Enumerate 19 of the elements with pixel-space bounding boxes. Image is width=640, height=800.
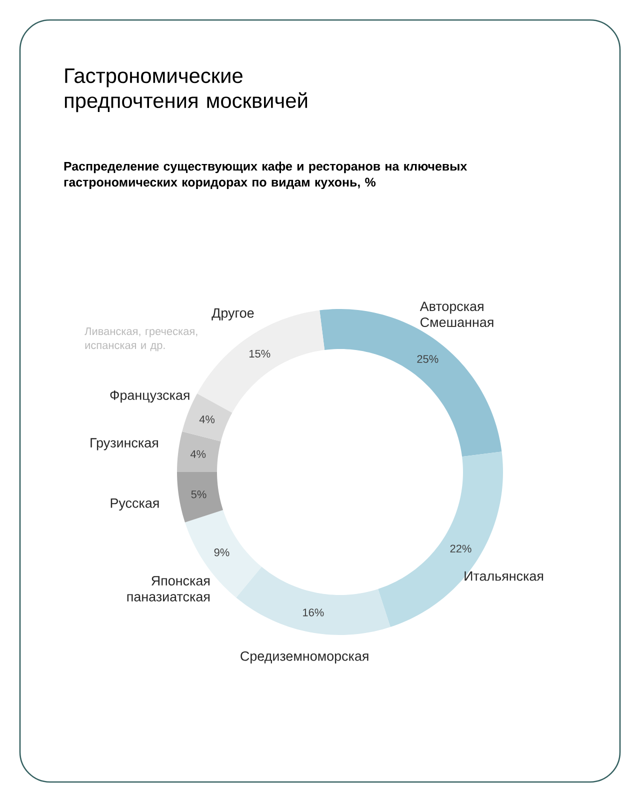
slice-label: Французская (110, 390, 190, 403)
chart-title: Гастрономические предпочтения москвичей (64, 68, 308, 112)
data-label: 22% (450, 544, 472, 552)
slice-label: Русская (110, 498, 159, 511)
slice-label: Итальянская (464, 571, 544, 581)
data-label: 25% (417, 355, 438, 363)
slice-label: Авторская Смешанная (420, 302, 494, 328)
data-label: 5% (191, 490, 206, 498)
slice-label: Средиземноморская (240, 651, 368, 664)
data-label: 16% (303, 608, 324, 616)
chart-subtitle: Распределение существующих кафе и ресторанов на ключевых гастрономических коридорах по видам кухонь, % (64, 162, 468, 190)
data-label: 9% (214, 548, 230, 556)
slice-label: Грузинская (90, 438, 158, 450)
slice-label: Японская паназиатская (127, 576, 210, 602)
data-label: 4% (190, 450, 206, 458)
data-label: 4% (199, 416, 215, 424)
text: Ливанская, греческая, испанская и др. (84, 327, 198, 352)
slice-label: Другое (212, 308, 254, 320)
data-label: 15% (249, 350, 270, 358)
